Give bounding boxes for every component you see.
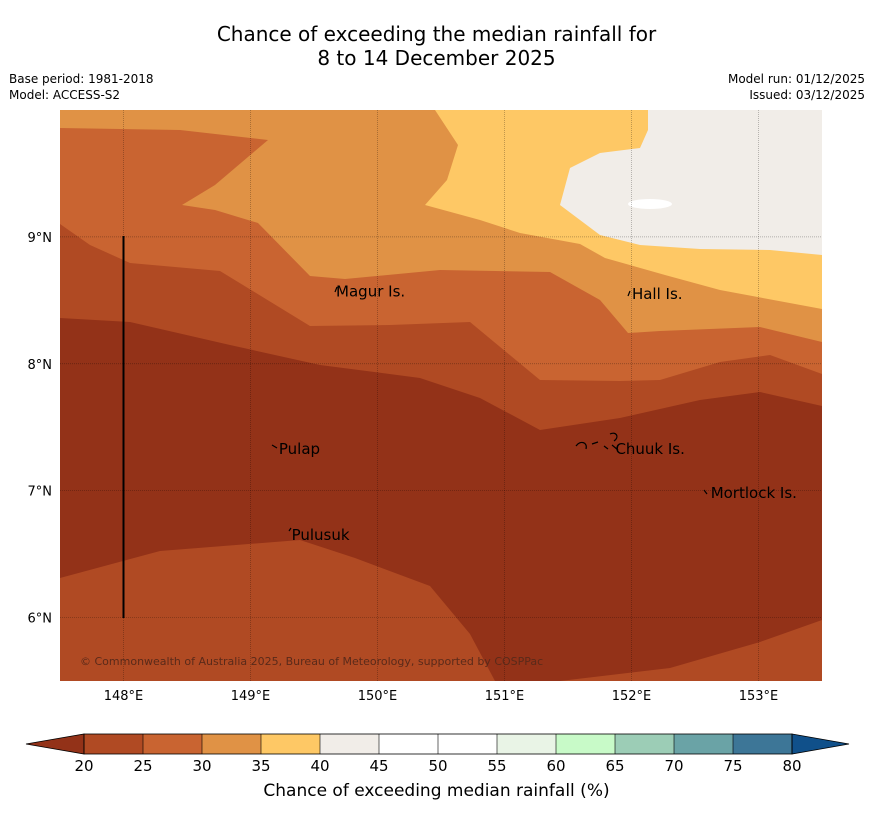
shade-45-50 bbox=[628, 199, 672, 209]
lon-tick-label: 151°E bbox=[485, 689, 525, 704]
base-period: Base period: 1981-2018 bbox=[9, 72, 154, 86]
lat-tick-label: 8°N bbox=[28, 358, 53, 373]
meta-left: Base period: 1981-2018 Model: ACCESS-S2 bbox=[9, 71, 154, 103]
map-title: Chance of exceeding the median rainfall … bbox=[0, 22, 873, 70]
map-shading bbox=[60, 110, 822, 681]
place-label: Mortlock Is. bbox=[711, 484, 797, 502]
colorbar-tick-label: 45 bbox=[369, 757, 388, 775]
place-label: Pulap bbox=[279, 440, 320, 458]
colorbar-tick-label: 50 bbox=[428, 757, 447, 775]
colorbar-tick-label: 25 bbox=[133, 757, 152, 775]
lat-tick-label: 6°N bbox=[28, 612, 53, 627]
colorbar-title: Chance of exceeding median rainfall (%) bbox=[263, 781, 610, 801]
hall-island-shape bbox=[627, 290, 631, 297]
colorbar-block bbox=[143, 734, 202, 754]
colorbar-block bbox=[615, 734, 674, 754]
colorbar-block bbox=[556, 734, 615, 754]
colorbar-block bbox=[674, 734, 733, 754]
issued-date: Issued: 03/12/2025 bbox=[749, 88, 865, 102]
shade-40-45 bbox=[560, 110, 822, 255]
lon-tick-label: 148°E bbox=[104, 689, 144, 704]
place-label: Chuuk Is. bbox=[615, 440, 684, 458]
lon-tick-label: 150°E bbox=[358, 689, 398, 704]
graticule bbox=[60, 110, 822, 681]
colorbar-tick-label: 60 bbox=[546, 757, 565, 775]
lon-tick-label: 153°E bbox=[739, 689, 779, 704]
colorbar-block bbox=[202, 734, 261, 754]
colorbar-tick-label: 35 bbox=[251, 757, 270, 775]
map-axes: 148°E 149°E 150°E 151°E 152°E 153°E 9°N 8°N 7°N 6… bbox=[28, 231, 779, 704]
place-labels: Magur Is. Hall Is. Pulap Chuuk Is. Mortlock … bbox=[279, 282, 797, 544]
colorbar-tick-label: 65 bbox=[605, 757, 624, 775]
pulap-island-shape bbox=[271, 444, 278, 449]
lat-tick-label: 7°N bbox=[28, 485, 53, 500]
place-label: Hall Is. bbox=[632, 285, 683, 303]
colorbar-tick-label: 80 bbox=[782, 757, 801, 775]
colorbar-ticks: 20 25 30 35 40 45 50 55 60 65 70 75 80 bbox=[74, 734, 802, 775]
model-run: Model run: 01/12/2025 bbox=[727, 72, 865, 86]
colorbar-block bbox=[320, 734, 379, 754]
colorbar-tick-label: 40 bbox=[310, 757, 329, 775]
colorbar-tick-label: 75 bbox=[723, 757, 742, 775]
colorbar-extend-low bbox=[25, 733, 85, 755]
colorbar-block bbox=[438, 734, 497, 754]
chuuk-island-shape bbox=[575, 432, 619, 451]
colorbar-blocks bbox=[25, 733, 850, 755]
colorbar-block bbox=[497, 734, 556, 754]
lon-tick-label: 149°E bbox=[231, 689, 271, 704]
colorbar-block bbox=[261, 734, 320, 754]
colorbar-extend-high bbox=[791, 733, 850, 755]
lat-tick-label: 9°N bbox=[28, 231, 53, 246]
copyright-text: © Commonwealth of Australia 2025, Bureau… bbox=[80, 655, 543, 668]
colorbar-block bbox=[733, 734, 792, 754]
colorbar-block bbox=[84, 734, 143, 754]
title-line-2: 8 to 14 December 2025 bbox=[317, 46, 556, 70]
mortlock-island-shape bbox=[703, 489, 708, 495]
colorbar-tick-label: 55 bbox=[487, 757, 506, 775]
island-outlines bbox=[271, 286, 708, 532]
model-name: Model: ACCESS-S2 bbox=[9, 88, 121, 102]
place-label: Pulusuk bbox=[292, 526, 350, 544]
meta-right: Model run: 01/12/2025 Issued: 03/12/2025 bbox=[728, 71, 865, 103]
colorbar-tick-label: 70 bbox=[664, 757, 683, 775]
place-label: Magur Is. bbox=[336, 282, 405, 300]
lon-tick-label: 152°E bbox=[612, 689, 652, 704]
magur-island-shape bbox=[334, 286, 338, 293]
title-line-1: Chance of exceeding the median rainfall … bbox=[216, 22, 657, 46]
colorbar-tick-label: 20 bbox=[74, 757, 93, 775]
colorbar-tick-label: 30 bbox=[192, 757, 211, 775]
pulusuk-island-shape bbox=[288, 527, 292, 532]
colorbar-block bbox=[379, 734, 438, 754]
